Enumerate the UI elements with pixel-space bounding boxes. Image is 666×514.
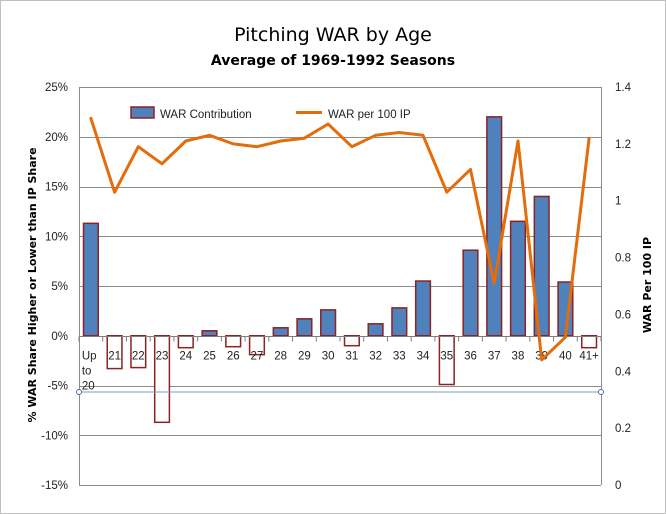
y-right-tick-label: 0.4 [615,366,632,378]
y-left-tick-label: 5% [51,281,68,293]
bar-39 [533,195,550,337]
x-tick-label: 28 [274,351,287,363]
bar-35 [438,335,455,386]
x-tick-label: 22 [132,351,145,363]
x-tick-label: 31 [345,351,358,363]
y-right-tick-label: 0.2 [615,423,631,435]
bar-24 [177,335,194,349]
y-left-tick-label: 20% [45,132,68,144]
x-tick-label: 29 [298,351,311,363]
x-tick-label: Up [82,351,97,363]
x-axis: Up to 20 21 22 23 24 25 26 27 28 29 30 31 32 33 34 35 36 37… [78,336,602,393]
bar-34 [414,280,432,337]
x-tick-label: 34 [417,351,430,363]
bar-29 [296,318,313,337]
y-right-tick-label: 1 [615,196,621,208]
bar-25 [201,330,218,337]
y-left-tick-label: 15% [45,182,68,194]
y-right-tick-label: 0.8 [615,253,631,265]
y-left-tick-label: 0% [51,331,68,343]
y-right-tick-label: 0.6 [615,309,631,321]
bar-31 [343,335,360,347]
bar-21 [106,335,123,370]
y-axis-right: 1.4 1.2 1 0.8 0.6 0.4 0.2 0 [615,82,632,492]
selection-handle-left[interactable] [76,389,82,395]
x-tick-label: 27 [251,351,264,363]
y-left-tick-label: 25% [45,82,68,94]
bar-up-to-20 [82,222,99,337]
x-tick-label: 37 [488,351,501,363]
x-tick-label: 20 [82,381,95,393]
y-right-tick-label: 0 [615,480,621,492]
bar-36 [462,249,479,337]
bar-32 [367,323,384,337]
x-tick-label: 33 [393,351,406,363]
y-axis-left: 25% 20% 15% 10% 5% 0% -5% -10% -15% [41,82,68,492]
y-axis-left-title: % WAR Share Higher or Lower than IP Shar… [26,147,39,422]
x-tick-label: 41+ [579,351,599,363]
y-axis-right-title: WAR Per 100 IP [641,237,654,333]
y-left-tick-label: 10% [45,231,68,243]
x-tick-label: 32 [369,351,382,363]
x-tick-label: to [82,366,92,378]
bar-30 [320,309,337,337]
x-tick-label: 40 [559,351,572,363]
bar-22 [130,335,147,369]
chart-subtitle: Average of 1969-1992 Seasons [211,53,455,69]
y-right-tick-label: 1.4 [615,82,632,94]
x-tick-label: 38 [512,351,525,363]
x-tick-label: 25 [203,351,216,363]
x-tick-label: 26 [227,351,240,363]
bar-41plus [581,335,598,349]
bar-33 [391,307,408,337]
x-tick-label: 23 [156,351,169,363]
legend: WAR Contribution WAR per 100 IP [130,106,411,121]
x-tick-label: 24 [179,351,192,363]
y-left-tick-label: -5% [48,381,68,393]
chart-title: Pitching WAR by Age [234,24,432,46]
bar-23 [153,335,171,424]
selection-handle-right[interactable] [598,389,604,395]
bar-26 [225,335,242,348]
line-series [89,116,591,362]
x-tick-label: 30 [322,351,335,363]
legend-label-line: WAR per 100 IP [328,109,411,121]
bar-38 [509,220,527,337]
y-left-tick-label: -15% [41,480,68,492]
bar-series [82,116,598,424]
y-left-tick-label: -10% [41,430,68,442]
x-tick-label: 21 [108,351,121,363]
y-right-tick-label: 1.2 [615,139,631,151]
x-tick-label: 36 [464,351,477,363]
war-per-100-ip-line [89,116,591,362]
bar-28 [272,327,289,337]
x-tick-label: 35 [440,351,453,363]
bar-27 [248,335,266,356]
legend-label-bar: WAR Contribution [160,109,252,121]
legend-swatch-bar [130,106,155,119]
bar-37 [486,116,503,337]
